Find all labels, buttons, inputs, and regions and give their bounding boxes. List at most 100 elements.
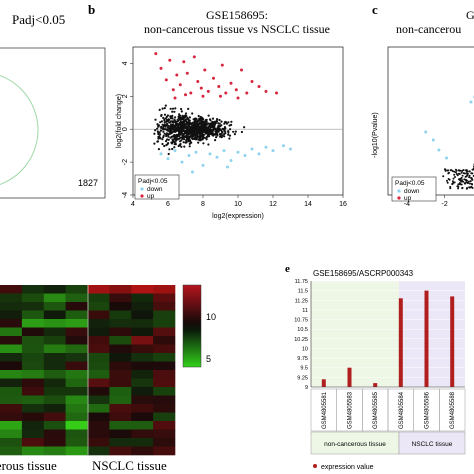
ns-point [153, 142, 156, 145]
heatmap-cell [65, 370, 88, 379]
heatmap-cell [0, 327, 23, 337]
panel-a-frame [0, 47, 106, 199]
ns-point [169, 107, 172, 110]
ns-point [167, 126, 170, 129]
ns-point [452, 177, 455, 180]
heatmap-cell [153, 319, 176, 328]
ns-point [205, 120, 208, 123]
ns-point [171, 124, 174, 127]
ns-point [465, 181, 468, 184]
ns-point [193, 125, 196, 128]
heatmap-cell [43, 336, 66, 345]
ns-point [447, 169, 450, 172]
heatmap-cell [0, 395, 23, 405]
bar [398, 298, 403, 387]
ns-point [192, 118, 195, 121]
heatmap-colorbar [182, 284, 202, 368]
ns-point [157, 125, 160, 128]
ns-point [184, 141, 187, 144]
heatmap-cell [0, 404, 23, 413]
ns-point [161, 107, 164, 110]
down-point [264, 145, 268, 149]
ns-point [171, 147, 174, 151]
heatmap-cell [43, 446, 66, 456]
heatmap-cell [131, 327, 154, 337]
ns-point [214, 139, 217, 142]
heatmap-cell [0, 412, 23, 422]
x-tick-label: 12 [269, 201, 277, 208]
heatmap-cell [109, 421, 132, 430]
heatmap-cell [0, 370, 23, 379]
ns-point [460, 171, 463, 174]
down-point [222, 149, 226, 153]
venn-count: 1827 [78, 178, 98, 188]
heatmap-cell [153, 285, 176, 294]
panel-c-legend-up-marker [397, 196, 401, 200]
ns-point [179, 120, 182, 123]
heatmap-cell [21, 353, 45, 362]
heatmap-cell [131, 344, 154, 354]
colorbar-tick-5: 5 [206, 354, 211, 364]
panel-b-points [153, 52, 292, 174]
ns-point [219, 125, 222, 128]
ns-point [207, 125, 210, 128]
ns-point [211, 117, 215, 120]
ns-point [169, 115, 172, 118]
panel-e-legend-marker [313, 464, 317, 468]
ns-point [215, 129, 218, 132]
ns-point [453, 170, 456, 173]
ns-point [467, 182, 469, 185]
panel-c-letter: c [372, 2, 378, 17]
heatmap-cell [65, 395, 88, 405]
ns-point [174, 139, 178, 142]
ns-point [191, 131, 194, 134]
panel-e-y-ticks: 9 9.25 9.5 9.75 10 10.25 10.5 10.75 11 11.25 11.5 1… [294, 279, 308, 391]
panel-b-x-ticks: 4 6 8 10 12 14 16 [131, 195, 347, 208]
ns-point [240, 130, 243, 134]
heatmap-cell [65, 319, 88, 328]
ns-point [206, 131, 209, 134]
up-point [275, 91, 278, 95]
ns-point [229, 128, 232, 131]
heatmap-cell [0, 310, 23, 320]
x-tick-label: GSM4805585 [373, 391, 379, 429]
up-point [220, 63, 224, 67]
down-point [226, 165, 229, 169]
ns-point [185, 136, 188, 139]
ns-point [463, 178, 466, 181]
ns-point [162, 134, 165, 137]
heatmap-cell [21, 412, 45, 422]
heatmap-cell [43, 395, 66, 405]
ns-point [189, 135, 192, 138]
up-point [264, 89, 268, 93]
ns-point [199, 129, 202, 132]
y-tick-label: 11 [302, 308, 308, 314]
heatmap-cell [65, 421, 88, 430]
up-point [199, 86, 203, 90]
bar [347, 367, 352, 387]
ns-point [160, 120, 163, 123]
up-point [171, 88, 175, 92]
heatmap-cell [153, 438, 176, 447]
x-label-cell [439, 388, 466, 432]
heatmap-cell [109, 412, 132, 422]
panel-c-legend-box [391, 176, 437, 202]
ns-point [227, 133, 230, 136]
ns-point [206, 128, 209, 131]
ns-point [200, 131, 204, 134]
up-point [234, 88, 238, 92]
ns-point [465, 187, 468, 190]
colorbar-tick-10: 10 [206, 312, 216, 322]
y-tick-label: 10.5 [297, 327, 308, 333]
ns-point [157, 148, 160, 151]
heatmap-cell [65, 285, 88, 294]
ns-point [181, 125, 184, 128]
x-tick-label: 6 [166, 201, 170, 208]
ns-point [202, 130, 205, 133]
heatmap-cell [43, 404, 66, 413]
heatmap-cell [43, 370, 66, 379]
heatmap-cell [109, 404, 132, 413]
down-point [282, 144, 285, 148]
ns-point [467, 180, 470, 183]
